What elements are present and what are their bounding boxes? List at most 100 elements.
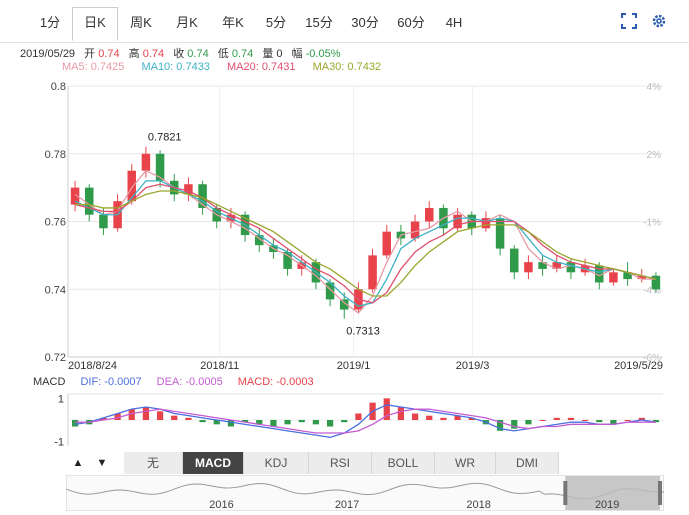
change-label: 幅	[291, 48, 303, 60]
macd-y-tick: 1	[58, 393, 64, 405]
down-arrow-icon: ▼	[96, 457, 108, 469]
macd-histogram-bar	[298, 420, 305, 423]
macd-histogram-bar	[326, 420, 334, 427]
macd-chart[interactable]: 1 -1	[0, 390, 689, 450]
overview-year-label: 2017	[335, 499, 359, 511]
high-value: 0.74	[142, 48, 165, 60]
x-tick-label: 2019/1	[337, 360, 371, 372]
macd-histogram-bar	[71, 420, 79, 427]
candle-body	[609, 272, 618, 283]
candle-body	[340, 299, 349, 310]
volume-value: 0	[276, 48, 283, 60]
x-tick-label: 2018/11	[200, 360, 239, 372]
macd-histogram-bar	[496, 420, 504, 431]
macd-histogram-bar	[256, 420, 263, 425]
candle-body	[481, 218, 491, 229]
indicator-tab-boll[interactable]: BOLL	[372, 452, 435, 474]
x-tick-label: 2018/8/24	[68, 360, 117, 372]
tab-daily-k[interactable]: 日K	[72, 7, 118, 41]
scroll-down-button[interactable]: ▼	[92, 452, 112, 474]
macd-histogram-bar	[284, 420, 291, 425]
dif-line	[74, 404, 657, 438]
overview-selection-window	[565, 476, 660, 510]
scroll-up-button[interactable]: ▲	[68, 452, 88, 474]
tab-weekly-k[interactable]: 周K	[130, 15, 152, 30]
macd-histogram-bar	[341, 420, 348, 423]
candle-body	[99, 214, 108, 229]
ma-legend: MA5: 0.7425 MA10: 0.7433 MA20: 0.7431 MA…	[62, 61, 395, 73]
open-value: 0.74	[98, 48, 120, 60]
candle-body	[651, 275, 661, 290]
overview-year-label: 2019	[595, 499, 619, 511]
tab-30min[interactable]: 30分	[351, 15, 379, 30]
quote-info-line: 2019/05/29 开 0.74 高 0.74 收 0.74 低 0.74 量…	[20, 45, 340, 61]
candle-body	[510, 248, 519, 273]
macd-histogram-bar	[270, 420, 277, 427]
y-tick-right-label: -4%	[643, 285, 661, 296]
volume-label: 量	[262, 48, 274, 60]
candle-body	[325, 282, 335, 300]
indicator-tab-macd[interactable]: MACD	[183, 452, 244, 474]
ma-line-ma20	[74, 183, 657, 304]
macd-histogram-bar	[610, 420, 617, 425]
macd-histogram-bar	[185, 417, 192, 420]
candle-body	[85, 187, 94, 215]
overview-right-handle	[658, 481, 662, 505]
macd-histogram-bar	[652, 420, 660, 423]
open-label: 开	[84, 48, 96, 60]
tab-4h[interactable]: 4H	[445, 15, 463, 30]
up-arrow-icon: ▲	[72, 457, 84, 469]
gear-icon[interactable]	[650, 12, 668, 30]
y-tick-right-label: 4%	[647, 82, 662, 93]
tab-15min[interactable]: 15分	[305, 15, 333, 30]
indicator-tab-kdj[interactable]: KDJ	[244, 452, 309, 474]
ma30-legend: MA30: 0.7432	[312, 61, 382, 73]
macd-histogram-bar	[114, 413, 121, 420]
tab-5min[interactable]: 5分	[265, 15, 287, 30]
change-value: -0.05%	[305, 48, 341, 60]
macd-histogram-bar	[567, 417, 575, 420]
candle-body	[368, 255, 377, 290]
macd-histogram-bar	[511, 420, 518, 429]
ma5-legend: MA5: 0.7425	[62, 61, 125, 73]
macd-histogram-bar	[525, 420, 532, 425]
y-tick-right-label: -6%	[643, 353, 661, 364]
candle-body	[623, 272, 632, 280]
macd-histogram-bar	[213, 420, 220, 425]
tab-60min[interactable]: 60分	[397, 15, 425, 30]
macd-histogram-bar	[638, 417, 645, 420]
macd-histogram-bar	[355, 413, 362, 420]
overview-navigator[interactable]: 2016 2017 2018 2019	[66, 475, 664, 511]
ma-line-ma30	[75, 190, 657, 297]
tab-yearly-k[interactable]: 年K	[222, 15, 244, 30]
y-tick-label: 0.74	[45, 284, 66, 296]
indicator-tab-wr[interactable]: WR	[435, 452, 496, 474]
fullscreen-icon[interactable]	[620, 12, 638, 30]
macd-histogram-bar	[411, 413, 419, 420]
close-value: 0.74	[187, 48, 209, 60]
low-value: 0.74	[231, 48, 254, 60]
macd-histogram-bar	[171, 415, 178, 420]
macd-histogram-bar	[383, 398, 390, 420]
ma-line-ma10	[74, 180, 657, 307]
period-tab-bar: 1分 日K 周K 月K 年K 5分 15分 30分 60分 4H	[0, 0, 689, 43]
candle-body	[127, 170, 136, 202]
indicator-tab-dmi[interactable]: DMI	[496, 452, 559, 474]
macd-legend: MACD DIF: -0.0007 DEA: -0.0005 MACD: -0.…	[33, 376, 326, 388]
x-tick-label: 2019/5/29	[614, 360, 663, 372]
tab-1min[interactable]: 1分	[39, 15, 61, 30]
candle-body	[198, 184, 207, 208]
macd-histogram-bar	[142, 407, 150, 420]
indicator-tab-rsi[interactable]: RSI	[309, 452, 372, 474]
indicator-tab-none[interactable]: 无	[124, 452, 183, 474]
tab-monthly-k[interactable]: 月K	[176, 15, 198, 30]
macd-histogram-bar	[227, 420, 235, 427]
candle-body	[524, 262, 533, 273]
macd-title: MACD	[33, 376, 66, 388]
close-label: 收	[173, 48, 185, 60]
price-annotation: 0.7313	[346, 326, 380, 338]
macd-histogram-bar	[440, 417, 447, 420]
candle-body	[70, 187, 80, 205]
price-chart[interactable]: 0.8 4% 0.78 2% 0.76 -1% 0.74 -4% 0.72 -6% 2018/8/2…	[0, 74, 689, 374]
macd-histogram-bar	[241, 420, 249, 423]
